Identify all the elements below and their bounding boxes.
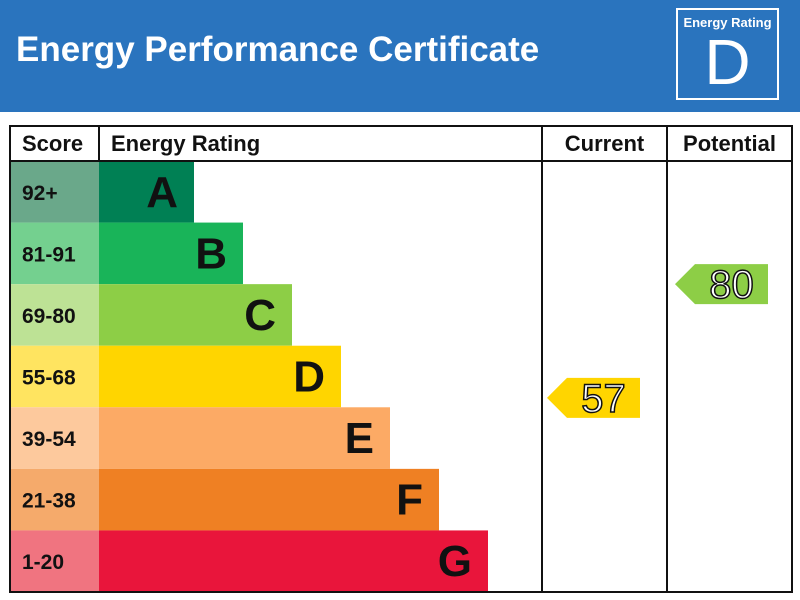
score-cell-d — [10, 345, 99, 408]
rating-bar-b — [99, 222, 243, 285]
header-bar: Energy Performance Certificate Energy Ra… — [0, 0, 800, 112]
rating-letter-b: B — [195, 229, 227, 278]
score-cell-f — [10, 468, 99, 531]
rating-bar-f — [99, 468, 439, 531]
page-title: Energy Performance Certificate — [16, 30, 540, 69]
rating-bar-d — [99, 345, 341, 408]
rating-bar-g — [99, 530, 488, 592]
table-frame — [9, 125, 793, 593]
rating-letter-a: A — [146, 168, 178, 217]
rating-bar-e — [99, 407, 390, 469]
rating-letter-c: C — [244, 291, 276, 340]
score-cell-c — [10, 284, 99, 346]
score-cell-g — [10, 530, 99, 592]
score-label-c: 69-80 — [22, 305, 76, 328]
score-label-a: 92+ — [22, 182, 58, 205]
column-header-score: Score — [22, 131, 83, 156]
rating-bar-a — [99, 161, 194, 223]
badge-label: Energy Rating — [683, 15, 772, 30]
rating-badge: Energy Rating D — [676, 8, 779, 100]
column-header-current: Current — [565, 131, 645, 156]
score-label-b: 81-91 — [22, 243, 76, 266]
rating-letter-f: F — [396, 476, 423, 525]
potential-rating-arrow — [675, 264, 768, 305]
column-header-potential: Potential — [683, 131, 776, 156]
rating-letter-e: E — [345, 414, 374, 463]
score-label-d: 55-68 — [22, 367, 76, 390]
score-label-e: 39-54 — [22, 428, 76, 451]
column-header-energy-rating: Energy Rating — [111, 131, 260, 156]
score-cell-a — [10, 161, 99, 223]
badge-rating: D — [704, 26, 751, 98]
score-label-g: 1-20 — [22, 551, 64, 574]
score-cell-b — [10, 222, 99, 285]
score-label-f: 21-38 — [22, 490, 76, 513]
score-cell-e — [10, 407, 99, 469]
rating-bar-c — [99, 284, 292, 346]
potential-rating-value: 80 — [709, 263, 754, 307]
rating-letter-d: D — [293, 353, 325, 402]
rating-letter-g: G — [438, 537, 472, 586]
current-rating-value: 57 — [581, 377, 626, 421]
current-rating-arrow — [547, 377, 640, 418]
